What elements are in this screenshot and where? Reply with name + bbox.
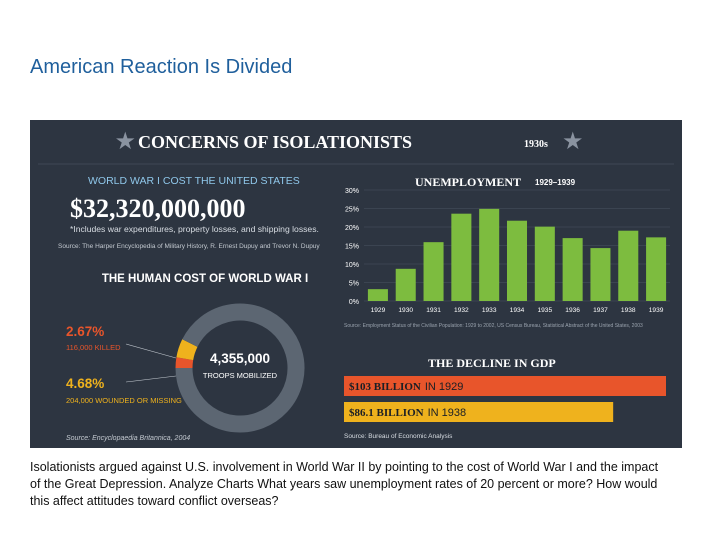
unemployment-bar-1935 xyxy=(534,226,555,301)
star-icon-right: ★ xyxy=(562,128,584,155)
wwi-cost-source: Source: The Harper Encyclopedia of Milit… xyxy=(58,243,320,250)
unemployment-bar-1938 xyxy=(618,230,639,301)
x-tick-label: 1934 xyxy=(510,307,525,314)
gdp-source: Source: Bureau of Economic Analysis xyxy=(344,433,453,440)
gdp-year: IN 1929 xyxy=(425,381,464,393)
donut-slice-killed xyxy=(175,357,194,369)
slide-caption: Isolationists argued against U.S. involv… xyxy=(30,460,659,508)
killed-label: 116,000 KILLED xyxy=(66,343,121,352)
y-tick-label: 10% xyxy=(345,262,359,269)
unemployment-bar-chart: 0% 5% 10% 15% 20% 25% 30% 1929 1930 1931 1932 1933 1… xyxy=(345,188,670,314)
y-tick-label: 15% xyxy=(345,244,359,251)
unemployment-bar-1932 xyxy=(451,213,472,301)
y-tick-label: 30% xyxy=(345,188,359,195)
troops-donut-chart xyxy=(125,303,305,433)
wwi-cost-heading: WORLD WAR I COST THE UNITED STATES xyxy=(88,175,300,187)
x-tick-label: 1936 xyxy=(565,307,580,314)
unemployment-subtitle: 1929–1939 xyxy=(535,178,576,187)
gdp-bar-label: $86.1 BILLION IN 1938 xyxy=(349,407,466,419)
unemployment-title: UNEMPLOYMENT xyxy=(415,175,521,189)
troops-total: 4,355,000 xyxy=(210,351,270,366)
unemployment-source: Source: Employment Status of the Civilia… xyxy=(344,323,643,329)
gdp-bar-chart: $103 BILLION IN 1929 $86.1 BILLION IN 1938 xyxy=(344,376,666,422)
infographic-svg: CONCERNS OF ISOLATIONISTS 1930s ★ ★ WORL… xyxy=(38,128,674,442)
human-cost-source: Source: Encyclopaedia Britannica, 2004 xyxy=(66,435,190,442)
x-tick-label: 1931 xyxy=(426,307,441,314)
killed-leader-line xyxy=(125,343,177,359)
wwi-cost-note: *Includes war expenditures, property los… xyxy=(70,224,319,234)
gdp-heading: THE DECLINE IN GDP xyxy=(428,356,556,370)
unemployment-bar-1934 xyxy=(506,220,528,301)
troops-label: TROOPS MOBILIZED xyxy=(203,371,278,380)
gdp-year: IN 1938 xyxy=(428,407,467,419)
x-tick-label: 1930 xyxy=(398,307,413,314)
y-tick-label: 25% xyxy=(345,207,359,214)
unemployment-bar-1936 xyxy=(562,238,583,301)
star-icon-left: ★ xyxy=(114,128,136,155)
unemployment-bar-1937 xyxy=(590,248,611,301)
unemployment-bar-1933 xyxy=(479,208,500,301)
y-tick-label: 0% xyxy=(349,299,359,306)
unemployment-bar-1929 xyxy=(367,289,388,301)
unemployment-bar-1931 xyxy=(423,242,444,301)
gdp-bar-0 xyxy=(344,376,666,396)
x-tick-label: 1929 xyxy=(371,307,386,314)
x-tick-label: 1933 xyxy=(482,307,497,314)
x-tick-label: 1937 xyxy=(593,307,608,314)
donut-slice-other xyxy=(175,303,305,433)
donut-slice-wounded xyxy=(176,339,198,361)
wounded-percent: 4.68% xyxy=(66,376,104,391)
gdp-amount: $86.1 BILLION xyxy=(349,407,424,419)
y-tick-label: 20% xyxy=(345,225,359,232)
unemployment-bar-1930 xyxy=(395,268,416,301)
x-tick-label: 1939 xyxy=(649,307,664,314)
infographic-panel: CONCERNS OF ISOLATIONISTS 1930s ★ ★ WORL… xyxy=(30,120,682,448)
x-tick-label: 1935 xyxy=(537,307,552,314)
gdp-bar-label: $103 BILLION IN 1929 xyxy=(349,381,463,393)
wwi-cost-amount: $32,320,000,000 xyxy=(70,194,246,223)
human-cost-heading: THE HUMAN COST OF WORLD WAR I xyxy=(102,273,308,285)
unemployment-bar-1939 xyxy=(646,237,667,301)
x-tick-label: 1938 xyxy=(621,307,636,314)
gdp-amount: $103 BILLION xyxy=(349,381,421,393)
title-badge: 1930s xyxy=(524,139,548,150)
infographic-title: CONCERNS OF ISOLATIONISTS xyxy=(138,132,412,152)
killed-percent: 2.67% xyxy=(66,324,104,339)
y-tick-label: 5% xyxy=(349,281,359,288)
x-tick-label: 1932 xyxy=(454,307,469,314)
gdp-bar-1 xyxy=(344,402,614,422)
slide-title: American Reaction Is Divided xyxy=(30,56,293,78)
wounded-leader-line xyxy=(125,375,177,383)
wounded-label: 204,000 WOUNDED OR MISSING xyxy=(66,396,182,405)
